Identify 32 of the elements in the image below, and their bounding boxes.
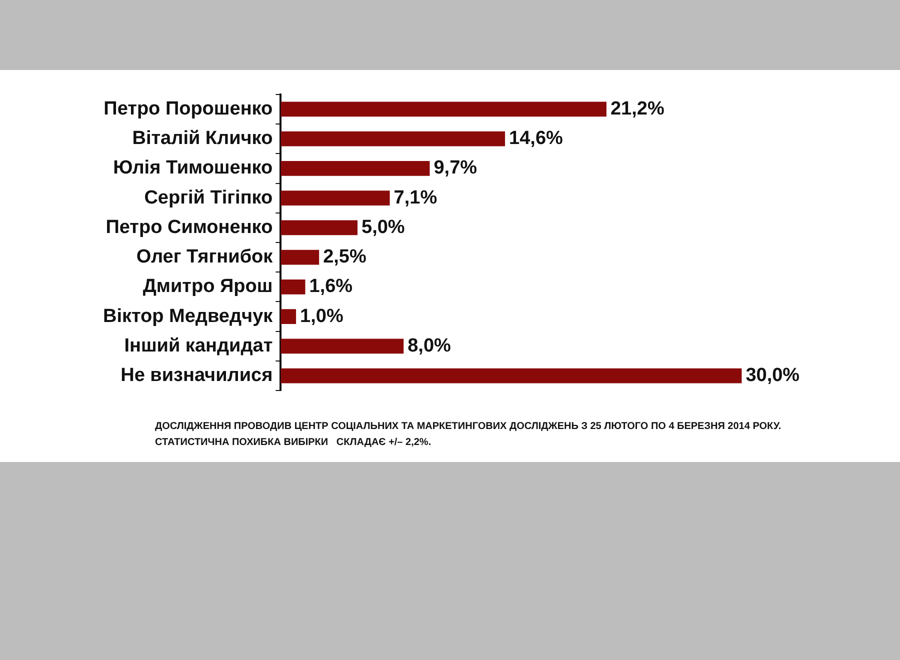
data-label: 30,0% [746,365,800,386]
bar [280,338,404,354]
y-tick-label: Не визначилися [120,365,273,386]
y-tick-label: Петро Симоненко [106,216,273,238]
data-label: 1,6% [309,276,353,298]
bar [280,220,358,236]
y-tick-label: Олег Тягнибок [136,246,274,268]
y-tick-label: Сергій Тігіпко [144,187,273,208]
y-tick-label: Віктор Медведчук [102,306,274,327]
text: СТАТИСТИЧНА ПОХИБКА ВИБІРКИ СКЛАДАЄ +/– 2,2%. [155,436,432,450]
text: ДОСЛІДЖЕННЯ ПРОВОДИВ ЦЕНТР СОЦІАЛЬНИХ ТА МАРКЕТИНГОВИХ ДОСЛІДЖЕНЬ З 25 ЛЮТОГО ПО 4 БЕРЕЗНЯ 2014 РОКУ. [155,420,782,434]
data-label: 8,0% [408,335,452,356]
data-label: 7,1% [394,187,438,208]
bar [280,309,296,324]
data-label: 21,2% [610,98,664,120]
y-tick-label: Юлія Тимошенко [113,158,273,179]
data-label: 14,6% [509,128,564,150]
data-label: 2,5% [323,246,367,268]
bar [280,161,430,176]
bar [280,368,742,384]
y-tick-label: Віталій Кличко [132,128,273,150]
bar [280,250,320,265]
y-tick-label: Дмитро Ярош [142,276,273,298]
y-tick-label: Інший кандидат [124,335,273,356]
data-label: 1,0% [300,306,344,327]
bar [280,131,506,146]
y-tick-label: Петро Порошенко [104,98,273,120]
bar [280,190,390,206]
bar [280,102,606,117]
data-label: 5,0% [362,216,405,238]
data-label: 9,7% [434,158,478,179]
bar [280,280,306,294]
